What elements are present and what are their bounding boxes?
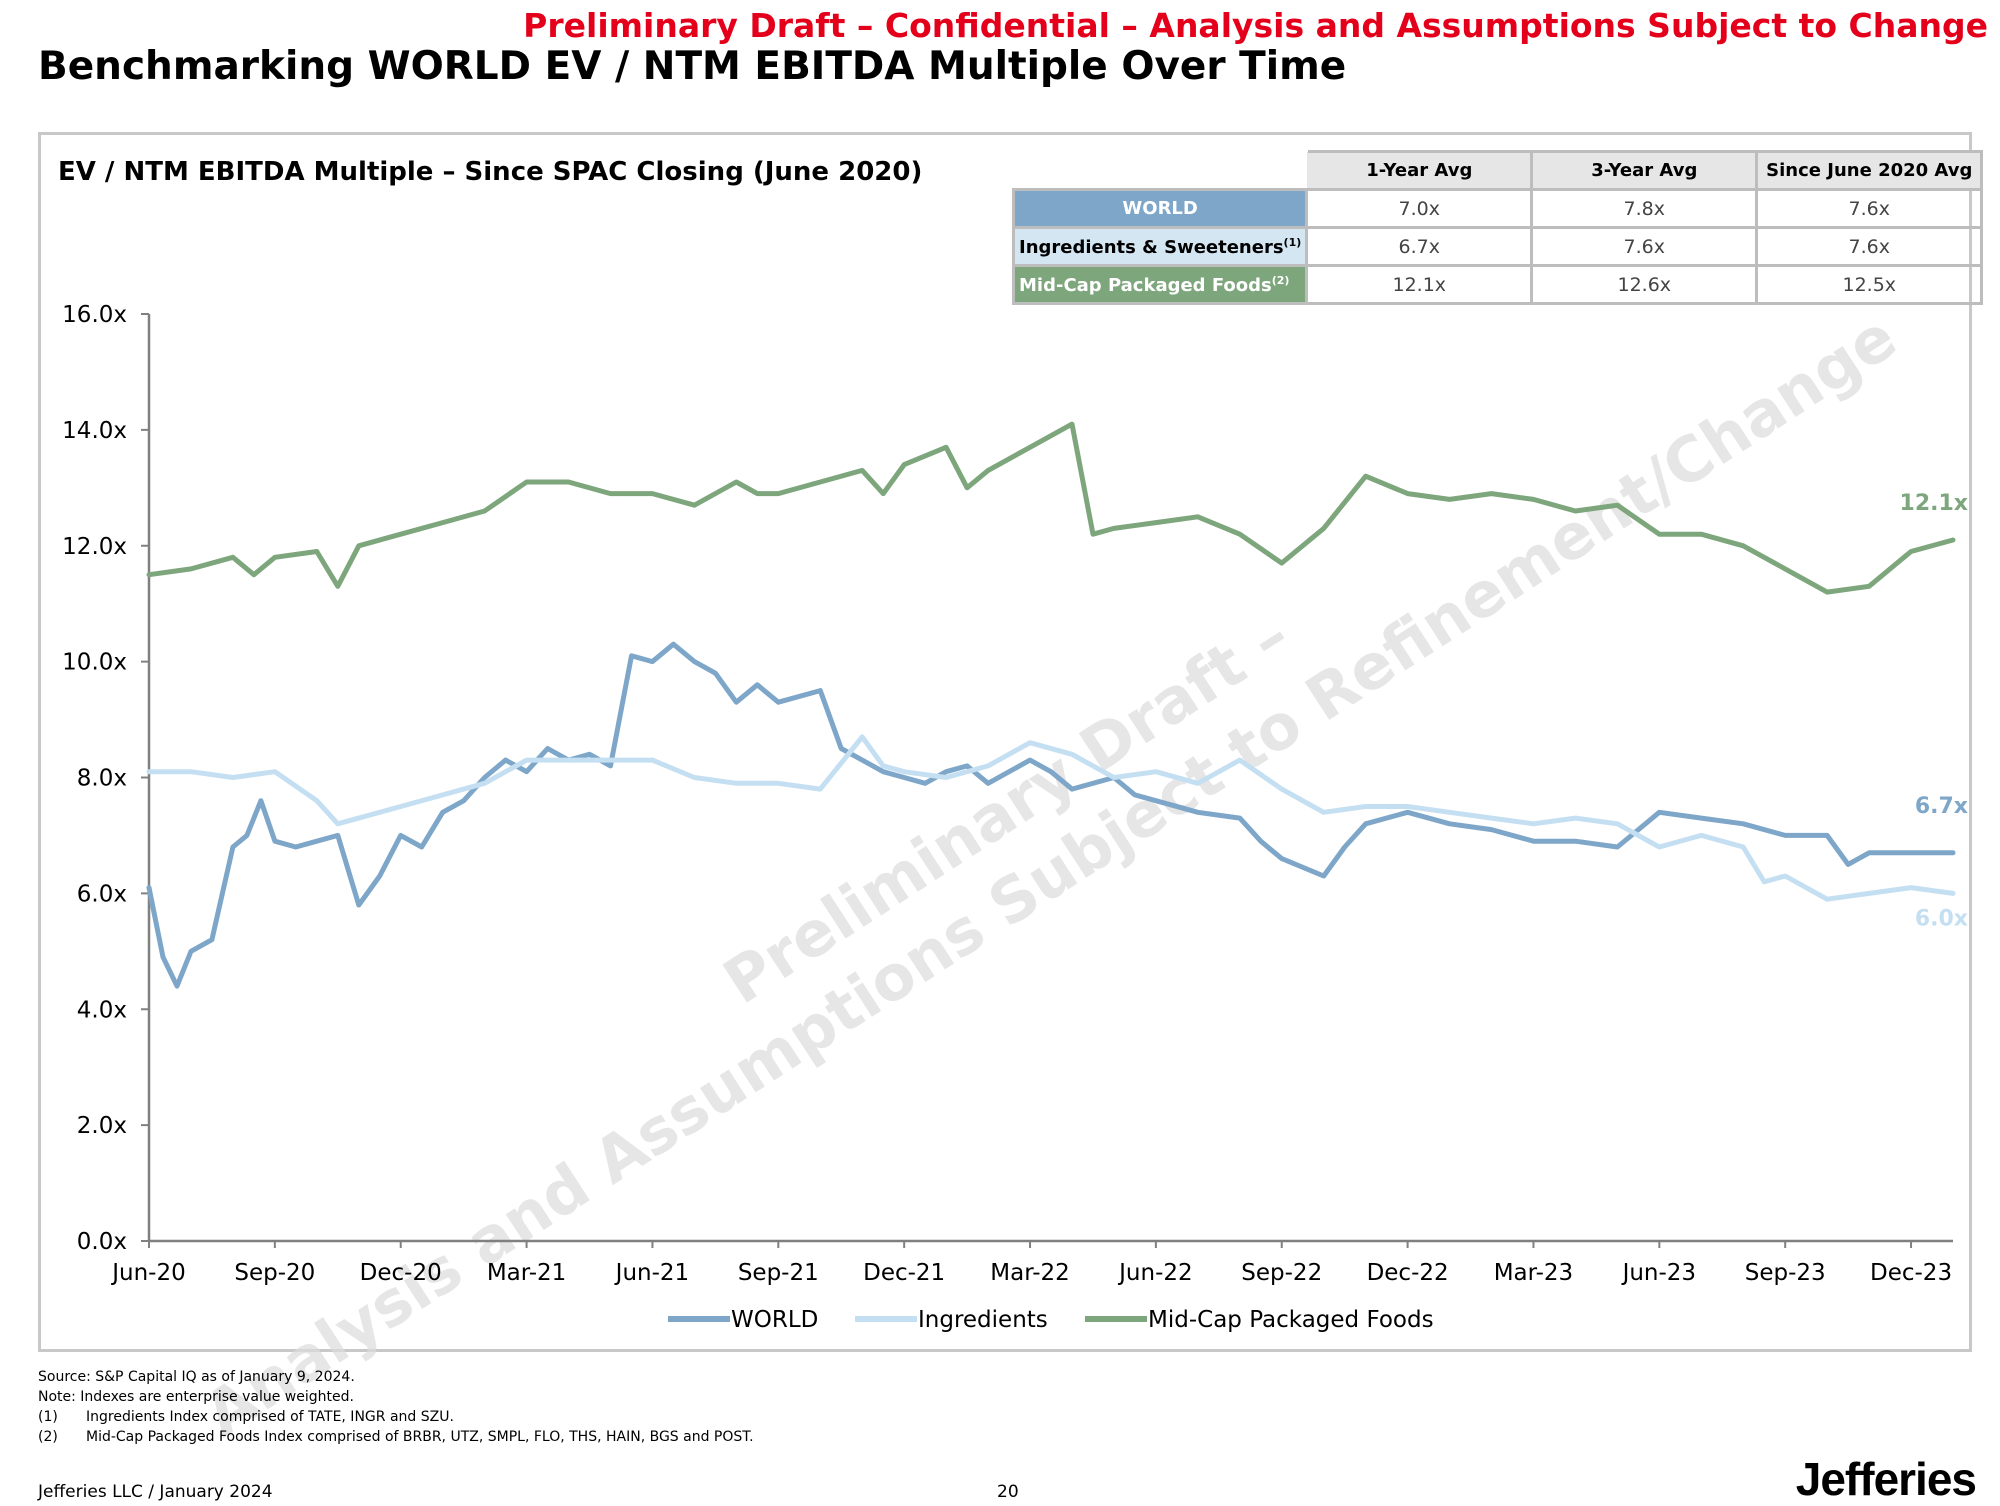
series-end-label: 6.0x <box>1915 906 1968 931</box>
x-tick-label: Dec-21 <box>863 1260 945 1286</box>
page-number: 20 <box>997 1482 1019 1502</box>
row-label-text: WORLD <box>1122 198 1198 219</box>
col-header-3yr: 3-Year Avg <box>1530 150 1759 191</box>
footnote-text: Ingredients Index comprised of TATE, ING… <box>86 1409 454 1425</box>
chart-title: EV / NTM EBITDA Multiple – Since SPAC Cl… <box>58 157 923 187</box>
x-tick-label: Mar-22 <box>990 1260 1070 1286</box>
legend-label: Mid-Cap Packaged Foods <box>1148 1307 1434 1333</box>
averages-value: 7.6x <box>1755 226 1984 267</box>
y-tick-label: 12.0x <box>62 534 127 560</box>
y-tick-label: 16.0x <box>62 302 127 328</box>
x-tick-label: Sep-20 <box>234 1260 315 1286</box>
x-tick-label: Jun-20 <box>110 1260 186 1286</box>
x-tick-label: Mar-21 <box>487 1260 567 1286</box>
averages-value: 7.6x <box>1530 226 1759 267</box>
averages-value: 12.6x <box>1530 264 1759 305</box>
footnote-item: (2) Mid-Cap Packaged Foods Index comprise… <box>38 1427 754 1447</box>
averages-row-label: WORLD <box>1011 188 1309 229</box>
averages-row-label: Ingredients & Sweeteners(1) <box>1011 226 1309 267</box>
series-end-label: 12.1x <box>1900 491 1968 516</box>
footnote-note: Note: Indexes are enterprise value weigh… <box>38 1389 354 1405</box>
series-line-2 <box>146 421 1956 595</box>
y-tick-label: 2.0x <box>77 1113 127 1139</box>
footnote-number: (2) <box>38 1429 58 1445</box>
averages-row: Ingredients & Sweeteners(1) 6.7x 7.6x 7.6x <box>1011 226 1984 267</box>
averages-header-row: 1-Year Avg 3-Year Avg Since June 2020 Av… <box>1013 150 1984 191</box>
x-tick-label: Dec-20 <box>360 1260 442 1286</box>
footnote-text: Mid-Cap Packaged Foods Index comprised o… <box>86 1429 754 1445</box>
x-tick-label: Sep-23 <box>1745 1260 1826 1286</box>
x-tick-label: Mar-23 <box>1494 1260 1574 1286</box>
averages-value: 7.8x <box>1530 188 1759 229</box>
x-tick-label: Jun-22 <box>1117 1260 1193 1286</box>
x-tick-label: Dec-23 <box>1870 1260 1952 1286</box>
chart-axes: 0.0x 2.0x 4.0x 6.0x 8.0x 10.0x 12.0x 14.0x 16.0x… <box>62 302 1953 1286</box>
averages-value: 7.0x <box>1305 188 1534 229</box>
page-title: Benchmarking WORLD EV / NTM EBITDA Multi… <box>38 44 1347 89</box>
y-tick-label: 6.0x <box>77 881 127 907</box>
y-tick-label: 4.0x <box>77 997 127 1023</box>
averages-value: 12.1x <box>1305 264 1534 305</box>
legend-label: Ingredients <box>918 1307 1048 1333</box>
series-end-label: 6.7x <box>1915 794 1968 819</box>
x-tick-label: Jun-23 <box>1621 1260 1697 1286</box>
chart-frame <box>38 132 1972 1352</box>
averages-value: 7.6x <box>1755 188 1984 229</box>
y-tick-label: 10.0x <box>62 650 127 676</box>
series-line-0 <box>146 641 1956 989</box>
x-tick-label: Sep-21 <box>738 1260 819 1286</box>
x-tick-label: Sep-22 <box>1241 1260 1322 1286</box>
row-label-text: Mid-Cap Packaged Foods <box>1019 274 1272 296</box>
x-tick-label: Jun-21 <box>614 1260 690 1286</box>
averages-value: 12.5x <box>1755 264 1984 305</box>
footer-company-date: Jefferies LLC / January 2024 <box>38 1482 273 1502</box>
chart-series: 6.7x 6.0x 12.1x <box>146 421 1968 989</box>
legend-label: WORLD <box>731 1307 818 1333</box>
footnote-number: (1) <box>38 1409 58 1425</box>
averages-corner-cell <box>1013 151 1307 191</box>
row-label-text: Ingredients & Sweeteners <box>1019 236 1284 258</box>
series-line-1 <box>146 734 1956 902</box>
averages-value: 6.7x <box>1305 226 1534 267</box>
col-header-1yr: 1-Year Avg <box>1305 150 1534 191</box>
footnotes: Source: S&P Capital IQ as of January 9, … <box>38 1367 754 1447</box>
draft-banner: Preliminary Draft – Confidential – Analy… <box>523 6 1988 45</box>
y-tick-label: 0.0x <box>77 1229 127 1255</box>
row-label-footnote-ref: (2) <box>1271 273 1290 287</box>
averages-table: 1-Year Avg 3-Year Avg Since June 2020 Av… <box>1011 150 1984 305</box>
jefferies-logo: Jefferies <box>1795 1453 1977 1505</box>
col-header-since-2020: Since June 2020 Avg <box>1755 150 1984 191</box>
chart-legend: WORLD Ingredients Mid-Cap Packaged Foods <box>668 1307 1434 1333</box>
averages-row: Mid-Cap Packaged Foods(2) 12.1x 12.6x 12.5x <box>1011 264 1984 305</box>
footnote-source: Source: S&P Capital IQ as of January 9, … <box>38 1369 355 1385</box>
averages-row-label: Mid-Cap Packaged Foods(2) <box>1011 264 1309 305</box>
row-label-footnote-ref: (1) <box>1283 235 1302 249</box>
averages-row: WORLD 7.0x 7.8x 7.6x <box>1011 188 1984 229</box>
y-tick-label: 8.0x <box>77 766 127 792</box>
footnote-item: (1) Ingredients Index comprised of TATE, … <box>38 1407 754 1427</box>
x-tick-label: Dec-22 <box>1367 1260 1449 1286</box>
y-tick-label: 14.0x <box>62 418 127 444</box>
